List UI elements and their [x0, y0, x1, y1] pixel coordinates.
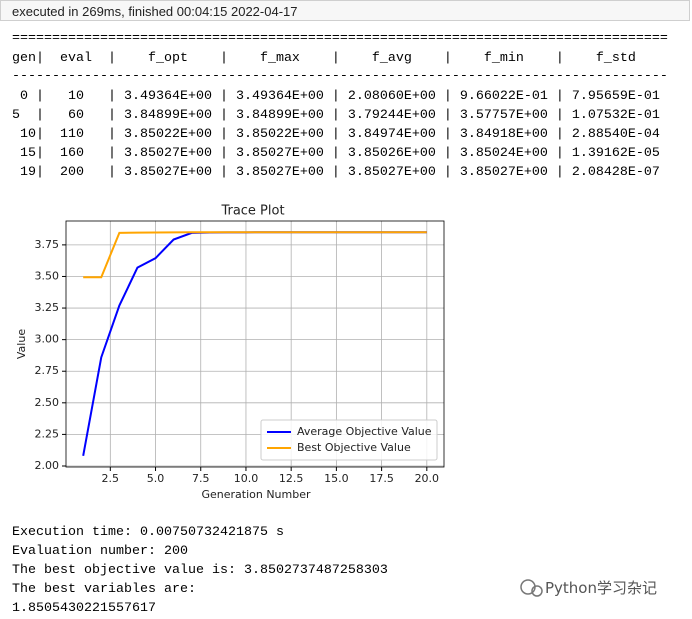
y-tick-label: 2.00: [35, 459, 60, 472]
legend-label: Average Objective Value: [297, 425, 432, 438]
y-tick-label: 2.50: [35, 396, 60, 409]
y-tick-label: 3.25: [35, 301, 60, 314]
y-tick-label: 3.50: [35, 269, 60, 282]
watermark: Python学习杂记: [545, 579, 657, 597]
series-line: [83, 231, 427, 279]
plot-frame: [65, 220, 445, 468]
execution-status: executed in 269ms, finished 00:04:15 202…: [0, 0, 690, 21]
x-tick-label: 7.5: [192, 472, 210, 485]
x-axis-label: Generation Number: [201, 488, 311, 501]
table-row: 10| 110 | 3.85022E+00 | 3.85022E+00 | 3.…: [12, 127, 660, 142]
y-tick-label: 3.00: [35, 333, 60, 346]
output-line: Execution time: 0.00750732421875 s: [12, 525, 284, 540]
x-tick-label: 5.0: [147, 472, 165, 485]
table-header: gen| eval | f_opt | f_max | f_avg | f_mi…: [12, 51, 636, 66]
legend-box: [260, 419, 438, 461]
y-tick-label: 2.75: [35, 364, 60, 377]
table-row: 5 | 60 | 3.84899E+00 | 3.84899E+00 | 3.7…: [12, 108, 660, 123]
output-line: 1.8505430221557617: [12, 601, 156, 616]
x-tick-label: 17.5: [369, 472, 394, 485]
y-tick-label: 3.75: [35, 238, 60, 251]
output-line: The best objective value is: 3.850273748…: [12, 563, 388, 578]
legend: Average Objective Value Best Objective Va…: [260, 419, 438, 461]
rule: ========================================…: [12, 31, 668, 46]
x-tick-label: 10.0: [234, 472, 259, 485]
x-tick-label: 2.5: [102, 472, 120, 485]
legend-label: Best Objective Value: [297, 441, 411, 454]
table-row: 19| 200 | 3.85027E+00 | 3.85027E+00 | 3.…: [12, 165, 660, 180]
y-tick-label: 2.25: [35, 427, 60, 440]
output-line: The best variables are:: [12, 582, 196, 597]
x-tick-label: 15.0: [324, 472, 349, 485]
chart-title: Trace Plot: [220, 204, 284, 219]
x-tick-label: 12.5: [279, 472, 304, 485]
y-axis-label: Value: [15, 329, 28, 359]
output-line: Evaluation number: 200: [12, 544, 188, 559]
table-row: 15| 160 | 3.85027E+00 | 3.85027E+00 | 3.…: [12, 146, 660, 161]
table-row: 0 | 10 | 3.49364E+00 | 3.49364E+00 | 2.0…: [12, 89, 660, 104]
watermark-icon: [520, 579, 543, 597]
x-tick-label: 20.0: [415, 472, 440, 485]
rule: ----------------------------------------…: [12, 69, 668, 84]
